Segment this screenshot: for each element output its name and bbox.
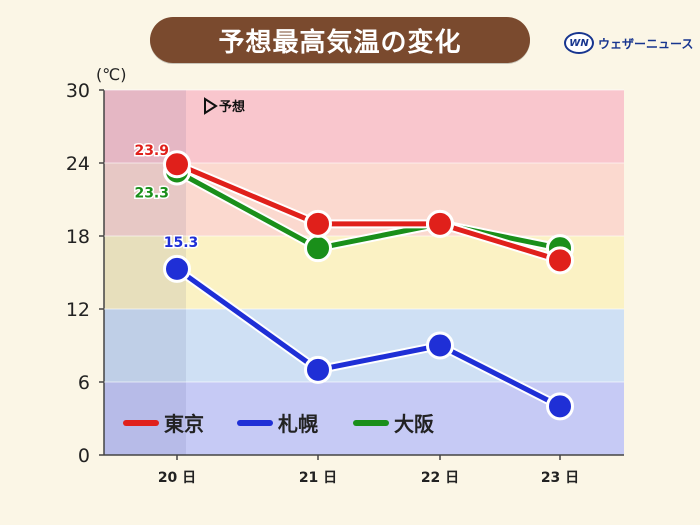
series-line-0 xyxy=(176,161,561,263)
chart-title: 予想最高気温の変化 xyxy=(150,17,530,63)
data-label: 15.3 xyxy=(164,235,199,251)
series-line-1 xyxy=(175,266,562,409)
data-label: 23.3 xyxy=(134,186,169,202)
series-point-1 xyxy=(546,392,574,421)
y-tick-label: 6 xyxy=(78,372,90,394)
legend-label: 大阪 xyxy=(394,412,435,436)
temperature-bands xyxy=(104,90,624,455)
x-tick-label: 22 日 xyxy=(421,470,459,486)
forecast-marker: 予想 xyxy=(204,97,245,115)
x-tick-label: 23 日 xyxy=(541,470,579,486)
series-line-2 xyxy=(175,169,561,251)
series-point-0 xyxy=(426,209,454,238)
weathernews-logo-icon: WN xyxy=(564,32,594,54)
data-labels: 23.9 15.3 23.3 xyxy=(133,142,200,253)
y-tick-label: 30 xyxy=(66,80,90,102)
y-tick-label: 0 xyxy=(78,445,90,467)
x-tick-label: 20 日 xyxy=(158,470,196,486)
y-tick-label: 12 xyxy=(66,299,90,321)
temp-band-0 xyxy=(104,90,624,163)
y-tick-label: 24 xyxy=(66,153,90,175)
series-point-1 xyxy=(304,355,332,384)
logo-text: ウェザーニュース xyxy=(598,36,694,51)
series-point-2 xyxy=(304,234,332,263)
forecast-label: 予想 xyxy=(219,99,245,115)
series-point-1 xyxy=(163,254,191,283)
temp-band-3 xyxy=(104,309,624,382)
data-label: 23.9 xyxy=(134,143,169,159)
y-unit-label: (℃) xyxy=(96,65,126,84)
forecast-arrow-icon xyxy=(204,97,218,115)
temp-band-2 xyxy=(104,236,624,309)
legend-label: 東京 xyxy=(164,412,204,436)
series-point-0 xyxy=(304,209,332,238)
x-tick-labels: 20 日 21 日 22 日 23 日 xyxy=(158,455,579,486)
series-lines xyxy=(174,160,563,411)
series-point-0 xyxy=(163,150,191,179)
x-tick-label: 21 日 xyxy=(299,470,337,486)
legend-label: 札幌 xyxy=(277,412,318,436)
series-point-1 xyxy=(426,331,454,360)
y-tick-labels: 0 6 12 18 24 30 xyxy=(66,80,90,467)
y-tick-label: 18 xyxy=(66,226,90,248)
series-points xyxy=(163,150,574,421)
weathernews-logo: WN ウェザーニュース xyxy=(564,30,694,56)
series-point-0 xyxy=(546,246,574,275)
legend: 東京 札幌 大阪 xyxy=(123,412,435,436)
